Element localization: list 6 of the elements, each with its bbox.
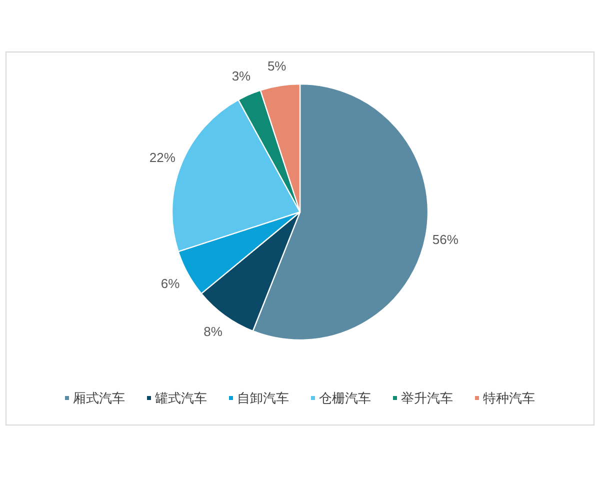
legend-label: 厢式汽车 xyxy=(73,390,125,406)
legend-label: 特种汽车 xyxy=(483,390,535,406)
legend-label: 仓栅汽车 xyxy=(319,390,371,406)
legend-label: 举升汽车 xyxy=(401,390,453,406)
legend-label: 自卸汽车 xyxy=(237,390,289,406)
legend-label: 罐式汽车 xyxy=(155,390,207,406)
